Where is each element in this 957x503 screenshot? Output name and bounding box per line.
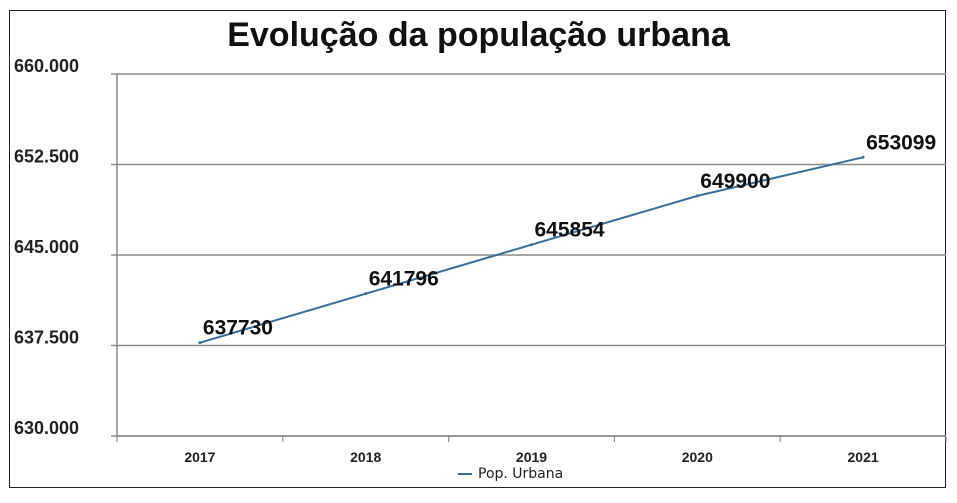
legend-line-swatch <box>458 473 472 475</box>
x-tick-label-2017: 2017 <box>184 449 215 465</box>
data-label-2017: 637730 <box>203 317 273 340</box>
data-point-2019 <box>530 243 533 247</box>
chart-frame <box>9 10 946 488</box>
series-pop-urbana <box>198 155 865 345</box>
data-label-2018: 641796 <box>369 268 439 291</box>
x-tick-label-2021: 2021 <box>848 449 879 465</box>
x-axis-ticks: 2017 2018 2019 2020 2021 <box>184 449 879 465</box>
data-point-2017 <box>198 341 202 345</box>
data-point-2018 <box>364 292 368 296</box>
x-tick-label-2020: 2020 <box>682 449 713 465</box>
y-tick-label: 637.500 <box>14 328 79 348</box>
x-tick-label-2019: 2019 <box>516 449 547 465</box>
gridlines <box>111 73 946 437</box>
data-point-2021 <box>861 155 865 159</box>
data-labels: 637730 641796 645854 649900 653099 <box>203 131 936 339</box>
data-point-2020 <box>695 194 699 198</box>
data-label-2021: 653099 <box>866 131 936 154</box>
y-tick-label: 645.000 <box>14 237 79 257</box>
chart-title: Evolução da população urbana <box>227 16 730 54</box>
axes <box>116 74 947 442</box>
y-tick-label: 630.000 <box>14 418 79 438</box>
y-tick-label: 660.000 <box>14 56 79 76</box>
data-label-2020: 649900 <box>700 170 770 193</box>
y-tick-label: 652.500 <box>14 147 79 167</box>
legend: Pop. Urbana <box>458 466 563 482</box>
x-tick-label-2018: 2018 <box>350 449 381 465</box>
data-label-2019: 645854 <box>535 219 605 242</box>
y-axis-ticks: 660.000 652.500 645.000 637.500 630.000 <box>14 56 79 438</box>
legend-label: Pop. Urbana <box>478 466 564 482</box>
